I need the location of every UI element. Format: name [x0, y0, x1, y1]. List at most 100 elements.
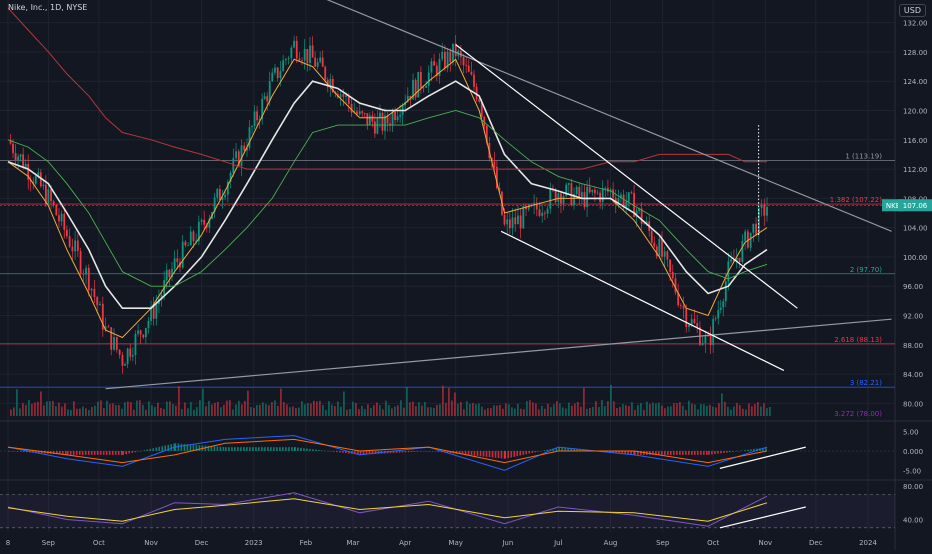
macd-histogram-bar	[252, 447, 254, 451]
candle-body	[701, 343, 704, 345]
current-price-symbol: NKE	[886, 202, 900, 210]
volume-bar	[580, 406, 582, 416]
macd-histogram-bar	[11, 451, 13, 452]
candle-body	[690, 319, 693, 326]
volume-bar	[643, 409, 645, 416]
macd-histogram-bar	[534, 451, 537, 453]
volume-bar	[184, 402, 186, 416]
volume-bar	[112, 403, 114, 416]
volume-bar	[295, 407, 297, 416]
upper-resistance-trendline	[326, 0, 892, 232]
macd-histogram-bar	[161, 446, 164, 451]
volume-bar	[409, 402, 411, 416]
volume-bar	[391, 408, 393, 416]
macd-histogram-bar	[371, 451, 374, 455]
candle-body	[391, 112, 394, 126]
macd-histogram-bar	[167, 444, 170, 451]
macd-histogram-bar	[531, 451, 534, 453]
volume-bar	[334, 406, 336, 416]
macd-histogram-bar	[723, 451, 725, 453]
macd-histogram-bar	[428, 451, 431, 452]
volume-bar	[145, 409, 147, 416]
macd-histogram-bar	[324, 450, 326, 452]
volume-bar	[352, 401, 354, 416]
macd-histogram-bar	[246, 447, 248, 451]
candle-body	[115, 337, 118, 350]
macd-histogram-bar	[464, 451, 467, 455]
volume-bar	[265, 403, 267, 416]
macd-histogram-bar	[637, 451, 639, 455]
macd-histogram-bar	[688, 451, 690, 455]
volume-bar	[505, 403, 507, 416]
candle-body	[155, 304, 158, 319]
candle-body	[658, 238, 661, 257]
volume-bar	[223, 404, 225, 416]
volume-bar	[556, 401, 558, 416]
macd-histogram-bar	[243, 447, 245, 451]
candle-body	[557, 193, 560, 203]
candle-body	[517, 215, 519, 225]
macd-histogram-bar	[258, 447, 260, 451]
volume-bar	[67, 409, 69, 416]
candle-body	[389, 123, 391, 126]
volume-bar	[163, 409, 165, 416]
macd-histogram-bar	[682, 451, 684, 455]
candle-body	[607, 187, 609, 192]
candle-body	[653, 242, 656, 247]
macd-histogram-bar	[392, 451, 395, 454]
volume-bar	[490, 408, 492, 416]
macd-histogram-bar	[291, 447, 293, 451]
volume-bar	[508, 404, 510, 416]
volume-bar	[235, 404, 237, 416]
volume-bar	[655, 403, 657, 416]
volume-bar	[622, 404, 624, 416]
candle-body	[171, 268, 173, 278]
candle-body	[503, 214, 506, 225]
candle-body	[12, 143, 14, 154]
y-tick-label: 92.00	[903, 313, 923, 321]
candle-body	[575, 186, 578, 195]
volume-bar	[583, 387, 585, 416]
volume-bar	[115, 405, 117, 416]
macd-histogram-bar	[519, 451, 522, 456]
volume-bar	[16, 389, 18, 416]
volume-bar	[337, 401, 339, 416]
volume-bar	[229, 400, 231, 416]
macd-histogram-bar	[365, 451, 368, 455]
y-tick-label: 112.00	[903, 166, 928, 174]
volume-bar	[370, 407, 372, 416]
currency-button[interactable]: USD	[898, 4, 926, 17]
volume-bar	[241, 404, 243, 416]
candle-body	[438, 59, 441, 76]
macd-signal-line	[7, 438, 768, 464]
volume-bar	[763, 403, 765, 416]
macd-histogram-bar	[640, 451, 642, 455]
x-tick-label: Dec	[195, 539, 209, 547]
volume-bar	[58, 402, 60, 416]
candle-body	[462, 56, 465, 66]
volume-bar	[703, 404, 705, 416]
macd-histogram-bar	[726, 451, 728, 453]
y-tick-label: 100.00	[903, 254, 928, 262]
volume-bar	[403, 407, 405, 416]
candle-body	[635, 210, 638, 218]
macd-histogram-bar	[516, 451, 519, 457]
candle-body	[134, 333, 137, 355]
volume-bar	[211, 404, 213, 416]
channel-upper-trendline	[455, 44, 798, 309]
macd-histogram-bar	[158, 446, 161, 451]
macd-histogram-bar	[729, 451, 731, 453]
macd-histogram-bar	[618, 451, 620, 454]
volume-bar	[553, 404, 555, 416]
volume-bar	[226, 400, 228, 416]
volume-bar	[514, 408, 516, 416]
volume-bar	[397, 405, 399, 416]
macd-histogram-bar	[658, 451, 660, 455]
volume-bar	[430, 407, 432, 416]
candle-body	[256, 111, 258, 121]
macd-histogram-bar	[267, 447, 269, 451]
volume-bar	[217, 401, 219, 416]
macd-histogram-bar	[570, 448, 572, 451]
